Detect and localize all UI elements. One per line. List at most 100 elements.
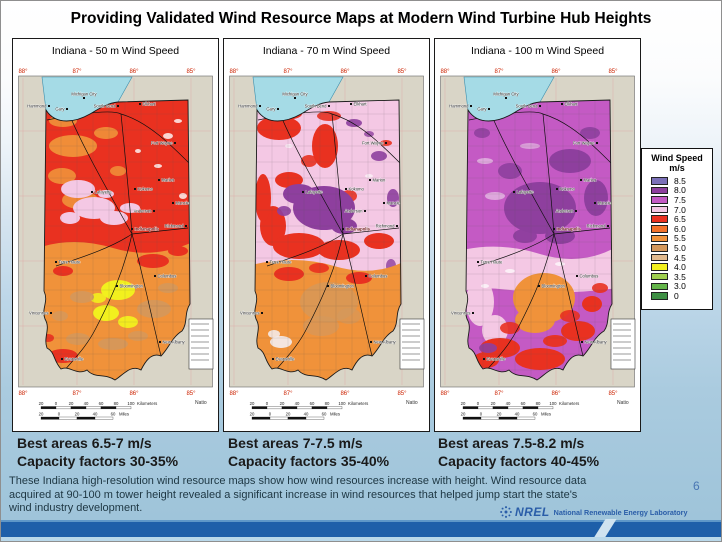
svg-text:80: 80 [325, 401, 330, 406]
svg-text:20: 20 [69, 401, 74, 406]
svg-text:Bloomington: Bloomington [120, 284, 144, 289]
svg-text:Michigan City: Michigan City [282, 92, 308, 97]
svg-text:40: 40 [84, 401, 89, 406]
svg-text:0: 0 [55, 401, 58, 406]
svg-text:Richmond: Richmond [165, 224, 185, 229]
legend-entry: 5.5 [651, 233, 712, 243]
svg-text:86°: 86° [129, 391, 139, 397]
svg-text:86°: 86° [551, 391, 561, 397]
svg-text:Vincennes: Vincennes [240, 311, 259, 316]
legend-title: Wind Speed [651, 153, 703, 163]
svg-text:Gary: Gary [55, 107, 65, 112]
svg-text:40: 40 [295, 401, 300, 406]
legend-label: 6.5 [674, 214, 686, 225]
lon-labels-top: 88° 87° 86° 85° [18, 69, 196, 75]
county-grid [256, 100, 401, 378]
svg-text:Michigan City: Michigan City [493, 92, 519, 97]
svg-text:88°: 88° [440, 69, 450, 75]
svg-text:20: 20 [280, 401, 285, 406]
svg-text:Columbus: Columbus [369, 274, 388, 279]
svg-text:Terre Haute: Terre Haute [481, 260, 504, 265]
svg-text:40: 40 [515, 412, 520, 417]
legend-swatch [651, 215, 668, 223]
credit-text: Natio [617, 400, 629, 406]
nrel-sunburst-icon [500, 506, 512, 518]
svg-text:20: 20 [39, 401, 44, 406]
svg-text:Richmond: Richmond [587, 224, 607, 229]
state-outline [254, 99, 402, 381]
legend-entry: 3.0 [651, 281, 712, 292]
svg-text:88°: 88° [440, 391, 450, 397]
svg-text:87°: 87° [494, 69, 504, 75]
svg-text:86°: 86° [129, 69, 139, 75]
map-title-100m: Indiana - 100 m Wind Speed [470, 45, 605, 57]
state-outline [43, 99, 191, 381]
svg-text:Fort Wayne: Fort Wayne [362, 141, 384, 146]
svg-text:Anderson: Anderson [134, 209, 153, 214]
svg-text:Lafayette: Lafayette [517, 190, 535, 195]
svg-text:Miles: Miles [541, 412, 551, 417]
svg-text:South Bend: South Bend [305, 104, 328, 109]
lon-labels-bottom: 88° 87° 86° 85° [229, 391, 407, 397]
svg-text:60: 60 [521, 401, 526, 406]
svg-text:80: 80 [536, 401, 541, 406]
svg-text:Bloomington: Bloomington [542, 284, 566, 289]
map-graphic: Michigan City Gary Hammond South Bend Elkhar… [19, 76, 211, 385]
svg-text:Hammond: Hammond [238, 104, 258, 109]
svg-text:88°: 88° [18, 391, 28, 397]
legend-label: 6.0 [674, 223, 686, 234]
svg-text:Elkhart: Elkhart [565, 102, 579, 107]
svg-text:60: 60 [111, 412, 116, 417]
divider-line [1, 520, 721, 522]
city-labels: Michigan City Gary Hammond South Bend Elkhar… [238, 91, 401, 362]
legend-swatch [651, 244, 668, 252]
svg-text:Miles: Miles [119, 412, 129, 417]
legend-label: 3.0 [674, 281, 686, 292]
city-labels: Michigan City Gary Hammond South Bend Elkhar… [449, 91, 612, 362]
caption-line: Best areas 7-7.5 m/s [228, 435, 363, 451]
page-number: 6 [693, 479, 700, 493]
svg-text:Indianapolis: Indianapolis [346, 227, 371, 232]
svg-text:Marion: Marion [584, 178, 597, 183]
svg-text:Kokomo: Kokomo [138, 187, 154, 192]
legend-units: m/s [669, 163, 685, 173]
svg-text:Muncie: Muncie [176, 201, 190, 206]
svg-text:New Albany: New Albany [585, 340, 608, 345]
slide-title: Providing Validated Wind Resource Maps a… [70, 10, 652, 27]
svg-text:Columbus: Columbus [158, 274, 177, 279]
legend-entries: 8.5 8.0 7.5 7.0 6.5 6.0 5.5 5.0 4.5 4.0 3.5 3.0 0 [642, 176, 712, 301]
svg-text:40: 40 [304, 412, 309, 417]
legend-label: 3.5 [674, 271, 686, 282]
svg-text:20: 20 [491, 401, 496, 406]
svg-text:Columbus: Columbus [580, 274, 599, 279]
legend-entry: 3.5 [651, 272, 712, 282]
svg-text:0: 0 [266, 401, 269, 406]
caption-line: Capacity factors 40-45% [438, 453, 600, 469]
svg-text:Evansville: Evansville [276, 357, 296, 362]
legend-swatch [651, 225, 668, 233]
map-panel-100m: Indiana - 100 m Wind Speed 88° 87° 86° 85° M… [434, 38, 641, 432]
svg-text:Elkhart: Elkhart [143, 102, 157, 107]
svg-text:Gary: Gary [266, 107, 276, 112]
svg-text:85°: 85° [186, 391, 196, 397]
svg-text:0: 0 [477, 401, 480, 406]
svg-text:20: 20 [250, 401, 255, 406]
indiana-50m-map: 88° 87° 86° 85° Michigan City Gary Hammond Sout… [18, 69, 214, 420]
svg-text:Anderson: Anderson [345, 209, 364, 214]
caption-50m: Best areas 6.5-7 m/s Capacity factors 30… [17, 434, 178, 470]
legend-entry: 0 [651, 291, 712, 301]
legend-swatch [651, 234, 668, 243]
svg-text:20: 20 [39, 412, 44, 417]
roads [257, 110, 402, 372]
svg-text:Fort Wayne: Fort Wayne [151, 141, 173, 146]
svg-text:Kilometers: Kilometers [137, 401, 157, 406]
svg-text:Kokomo: Kokomo [349, 187, 365, 192]
svg-text:40: 40 [506, 401, 511, 406]
lon-labels-top: 88° 87° 86° 85° [229, 69, 407, 75]
svg-text:85°: 85° [608, 391, 618, 397]
svg-text:0: 0 [269, 412, 272, 417]
legend-label: 5.0 [674, 242, 686, 253]
svg-text:87°: 87° [283, 69, 293, 75]
